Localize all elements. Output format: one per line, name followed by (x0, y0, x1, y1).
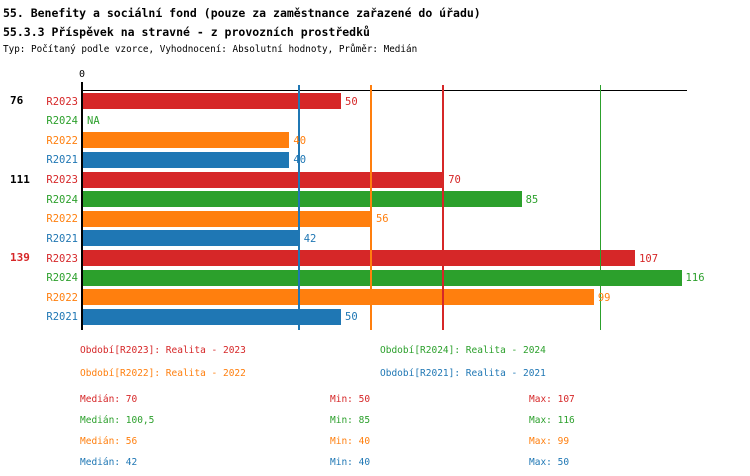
stat-max-R2021: Max: 50 (529, 457, 570, 468)
stat-min-R2021: Min: 40 (330, 457, 371, 468)
y-axis-line (80, 82, 83, 330)
stat-max-R2024: Max: 116 (529, 415, 575, 426)
bar-R2023 (83, 93, 341, 109)
chart-title: 55. Benefity a sociální fond (pouze za z… (3, 6, 481, 20)
bar-value-label: 40 (293, 134, 307, 147)
bar-R2022 (83, 289, 594, 306)
bar-value-label: 107 (639, 252, 659, 265)
series-label-R2024: R2024 (46, 115, 78, 127)
series-label-R2021: R2021 (46, 311, 78, 324)
series-label-R2023: R2023 (46, 174, 78, 187)
bar-value-label: 42 (303, 232, 317, 245)
series-label-R2024: R2024 (46, 193, 78, 206)
bar-value-label: 50 (345, 95, 358, 108)
stat-median-R2024: Medián: 100,5 (80, 415, 155, 426)
bar-value-label: 56 (375, 213, 389, 226)
bar-R2021 (83, 230, 300, 247)
legend-item-R2023: Období[R2023]: Realita - 2023 (80, 345, 246, 356)
stat-min-R2024: Min: 85 (330, 415, 371, 426)
series-label-R2022: R2022 (46, 134, 78, 147)
series-label-R2021: R2021 (46, 232, 78, 245)
stat-median-R2021: Medián: 42 (80, 457, 138, 468)
bar-R2023 (83, 250, 636, 267)
series-label-R2022: R2022 (46, 291, 78, 304)
bar-R2021 (83, 308, 341, 325)
bar-R2023 (83, 171, 445, 188)
stat-median-R2023: Medián: 70 (80, 394, 138, 405)
legend-item-R2024: Období[R2024]: Realita - 2024 (380, 345, 546, 356)
chart-subtitle: 55.3.3 Příspěvek na stravné - z provozní… (3, 25, 370, 39)
series-label-R2021: R2021 (46, 154, 78, 166)
median-gridline-R2023 (442, 85, 444, 330)
stat-min-R2023: Min: 50 (330, 394, 371, 405)
legend-item-R2021: Období[R2021]: Realita - 2021 (380, 368, 546, 379)
bar-R2022 (83, 132, 290, 148)
group-label: 76 (10, 94, 24, 107)
bar-value-label: 70 (448, 174, 461, 187)
median-gridline-R2021 (297, 85, 300, 330)
series-label-R2023: R2023 (46, 95, 78, 108)
bar-R2024 (83, 191, 522, 208)
chart-meta-line: Typ: Počítaný podle vzorce, Vyhodnocení:… (3, 44, 418, 55)
bar-value-label: 50 (345, 311, 358, 324)
stat-max-R2023: Max: 107 (529, 394, 575, 405)
na-value-label: NA (87, 115, 100, 127)
bar-value-label: 40 (293, 154, 307, 166)
stat-max-R2022: Max: 99 (529, 436, 570, 447)
bar-value-label: 116 (685, 272, 705, 285)
series-label-R2023: R2023 (46, 252, 78, 265)
median-gridline-R2022 (370, 85, 372, 330)
stat-min-R2022: Min: 40 (330, 436, 371, 447)
plot-top-border (82, 90, 687, 92)
legend-item-R2022: Období[R2022]: Realita - 2022 (80, 368, 246, 379)
series-label-R2024: R2024 (46, 272, 78, 285)
bar-R2024 (83, 269, 682, 286)
x-axis-zero-label: 0 (78, 69, 86, 80)
series-label-R2022: R2022 (46, 213, 78, 226)
bar-R2022 (83, 210, 372, 227)
bar-value-label: 85 (525, 193, 539, 206)
group-label: 111 (10, 172, 30, 186)
stat-median-R2022: Medián: 56 (80, 436, 138, 447)
bar-R2021 (83, 151, 290, 168)
bar-value-label: 99 (597, 291, 611, 304)
group-label: 139 (10, 251, 30, 265)
median-gridline-R2024 (599, 85, 602, 330)
